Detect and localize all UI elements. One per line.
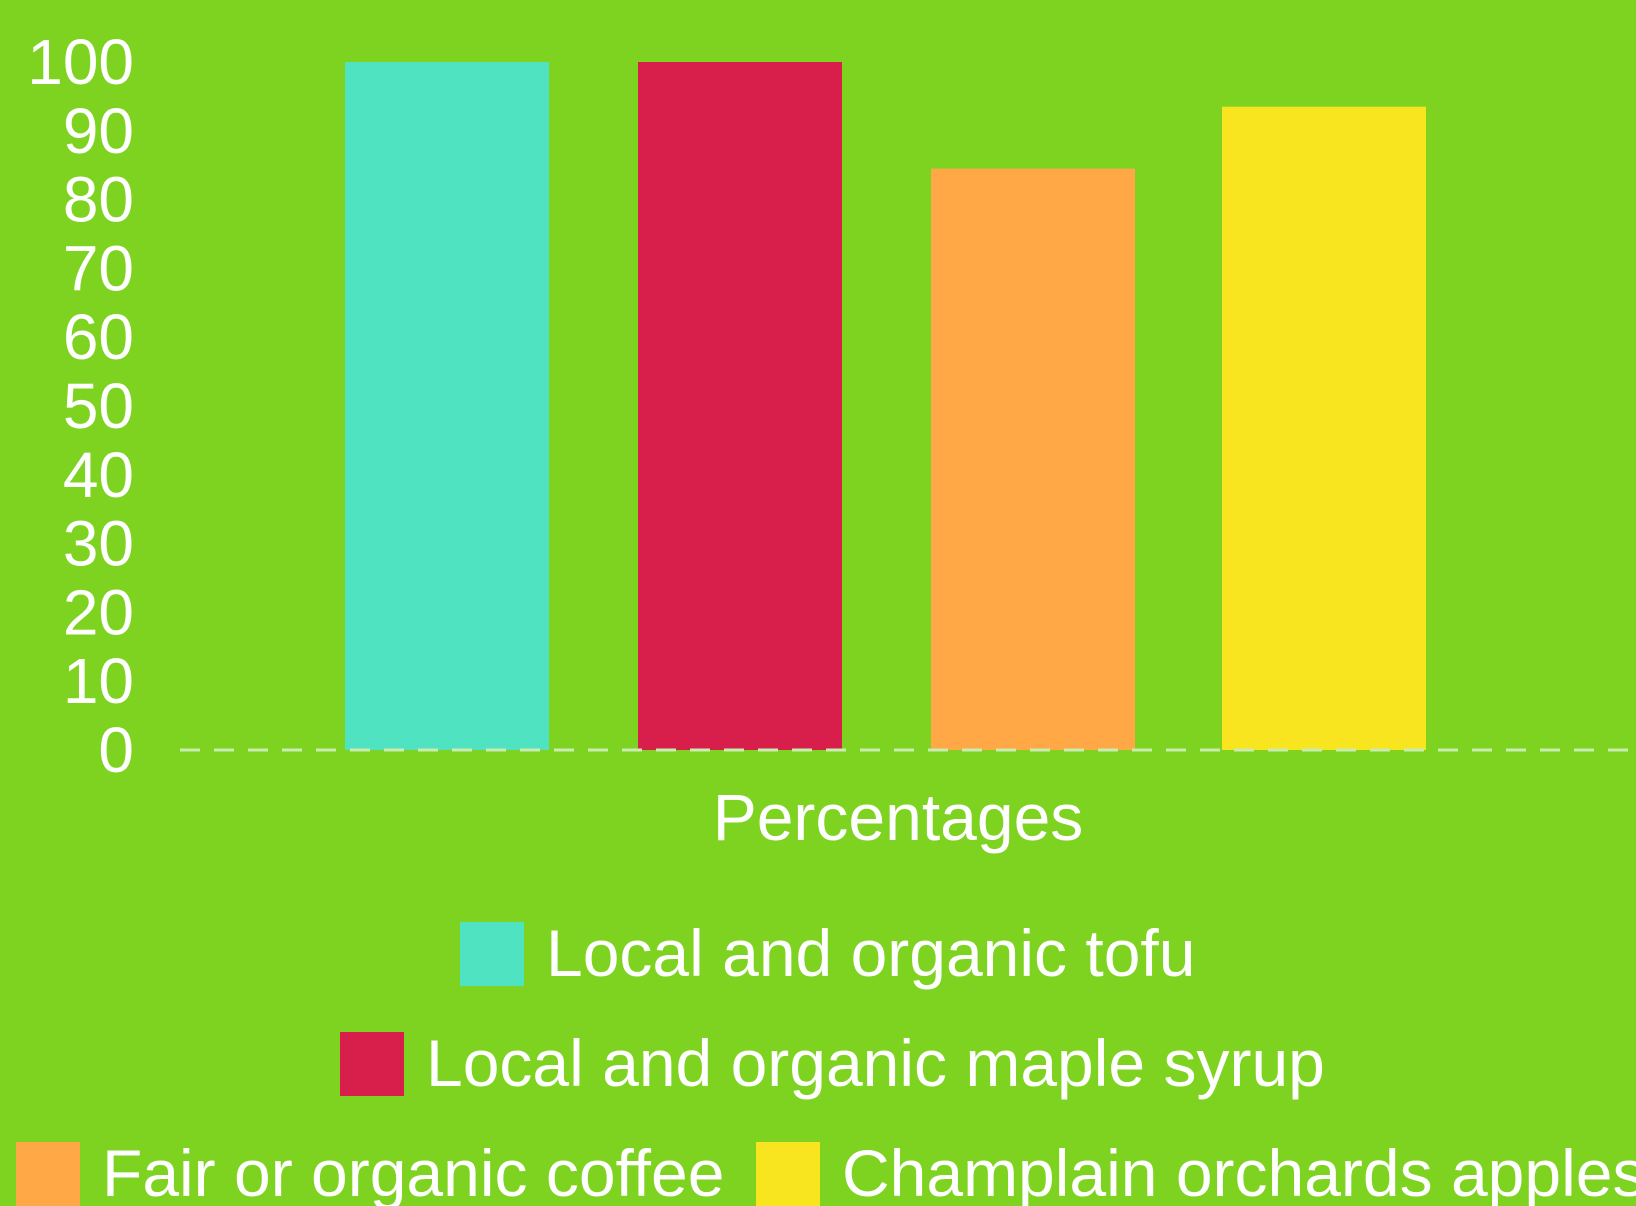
legend-swatch [340,1032,404,1096]
bar [345,62,549,750]
bar [638,62,842,750]
bar [931,168,1135,750]
legend-label: Local and organic maple syrup [426,1026,1325,1100]
legend-swatch [460,922,524,986]
y-tick-label: 70 [63,232,134,304]
y-tick-label: 80 [63,164,134,236]
y-tick-label: 60 [63,301,134,373]
legend-label: Local and organic tofu [546,916,1195,990]
y-tick-label: 10 [63,645,134,717]
legend-label: Fair or organic coffee [102,1136,724,1206]
bars [345,62,1426,751]
legend-label: Champlain orchards apples [842,1136,1636,1206]
y-tick-label: 20 [63,576,134,648]
legend: Local and organic tofu Local and organic … [16,916,1636,1206]
y-tick-label: 90 [63,95,134,167]
x-axis-label: Percentages [713,780,1084,854]
y-tick-label: 100 [27,26,134,98]
y-tick-label: 50 [63,370,134,442]
y-tick-label: 30 [63,508,134,580]
legend-swatch [756,1142,820,1206]
y-tick-label: 40 [63,439,134,511]
bar [1222,106,1426,751]
legend-swatch [16,1142,80,1206]
y-tick-label: 0 [98,714,134,786]
